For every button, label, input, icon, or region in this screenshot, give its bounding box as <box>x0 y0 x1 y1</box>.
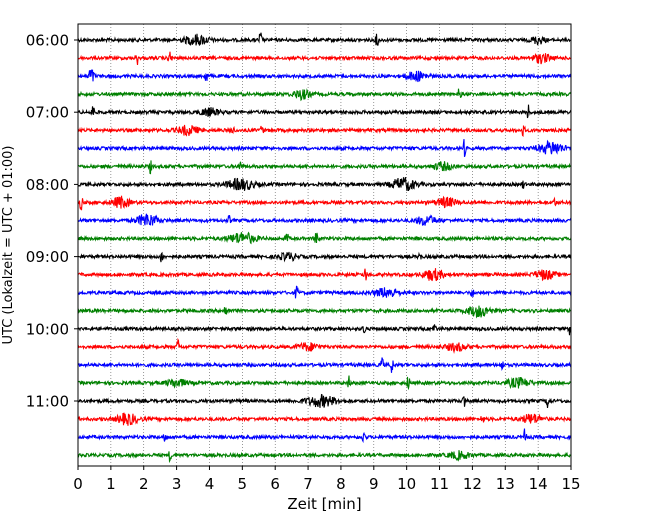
trace-row <box>77 285 572 299</box>
x-tick-label: 7 <box>303 475 313 493</box>
x-tick-label: 11 <box>430 475 449 493</box>
trace-row <box>77 337 572 354</box>
x-tick-label: 2 <box>139 475 149 493</box>
y-tick-label: 11:00 <box>26 393 69 411</box>
x-tick-label: 0 <box>73 475 83 493</box>
x-tick-label: 12 <box>463 475 482 493</box>
trace-row <box>77 251 572 263</box>
y-tick-label: 10:00 <box>26 320 69 338</box>
trace-row <box>77 213 572 226</box>
trace-row <box>77 160 572 175</box>
y-tick-label: 07:00 <box>26 104 69 122</box>
trace-row <box>77 124 572 137</box>
y-axis-ticks: 06:00 07:00 08:00 09:00 10:00 11:00 <box>26 32 78 411</box>
x-tick-label: 6 <box>270 475 280 493</box>
x-tick-label: 1 <box>106 475 116 493</box>
y-tick-label: 06:00 <box>26 32 69 50</box>
x-tick-label: 14 <box>529 475 548 493</box>
x-tick-label: 8 <box>336 475 346 493</box>
x-tick-label: 3 <box>172 475 182 493</box>
x-tick-label: 13 <box>496 475 515 493</box>
y-tick-label: 09:00 <box>26 248 69 266</box>
seismic-traces <box>77 32 572 464</box>
trace-row <box>77 324 572 336</box>
trace-row <box>77 88 572 102</box>
plot-frame <box>77 23 572 467</box>
y-axis-label: UTC (Lokalzeit = UTC + 01:00) <box>1 146 16 345</box>
trace-row <box>77 268 572 282</box>
trace-row <box>77 231 572 245</box>
trace-row <box>77 139 572 158</box>
x-tick-label: 4 <box>205 475 215 493</box>
trace-row <box>77 357 572 373</box>
trace-row <box>77 177 572 192</box>
y-tick-label: 08:00 <box>26 176 69 194</box>
trace-row <box>77 305 572 319</box>
x-axis-ticks: 0 1 2 3 4 5 6 7 8 9 10 11 12 13 14 15 <box>73 466 581 493</box>
x-tick-label: 15 <box>561 475 580 493</box>
trace-row <box>77 393 572 408</box>
trace-row <box>77 195 572 211</box>
trace-row <box>77 412 572 426</box>
x-tick-label: 5 <box>238 475 248 493</box>
x-axis-label: Zeit [min] <box>287 495 361 513</box>
trace-row <box>77 450 572 464</box>
trace-row <box>77 375 572 391</box>
trace-row <box>77 32 572 46</box>
trace-row <box>77 51 572 66</box>
x-tick-label: 10 <box>397 475 416 493</box>
trace-row <box>77 428 572 444</box>
x-tick-label: 9 <box>369 475 379 493</box>
trace-row <box>77 68 572 83</box>
trace-row <box>77 104 572 119</box>
